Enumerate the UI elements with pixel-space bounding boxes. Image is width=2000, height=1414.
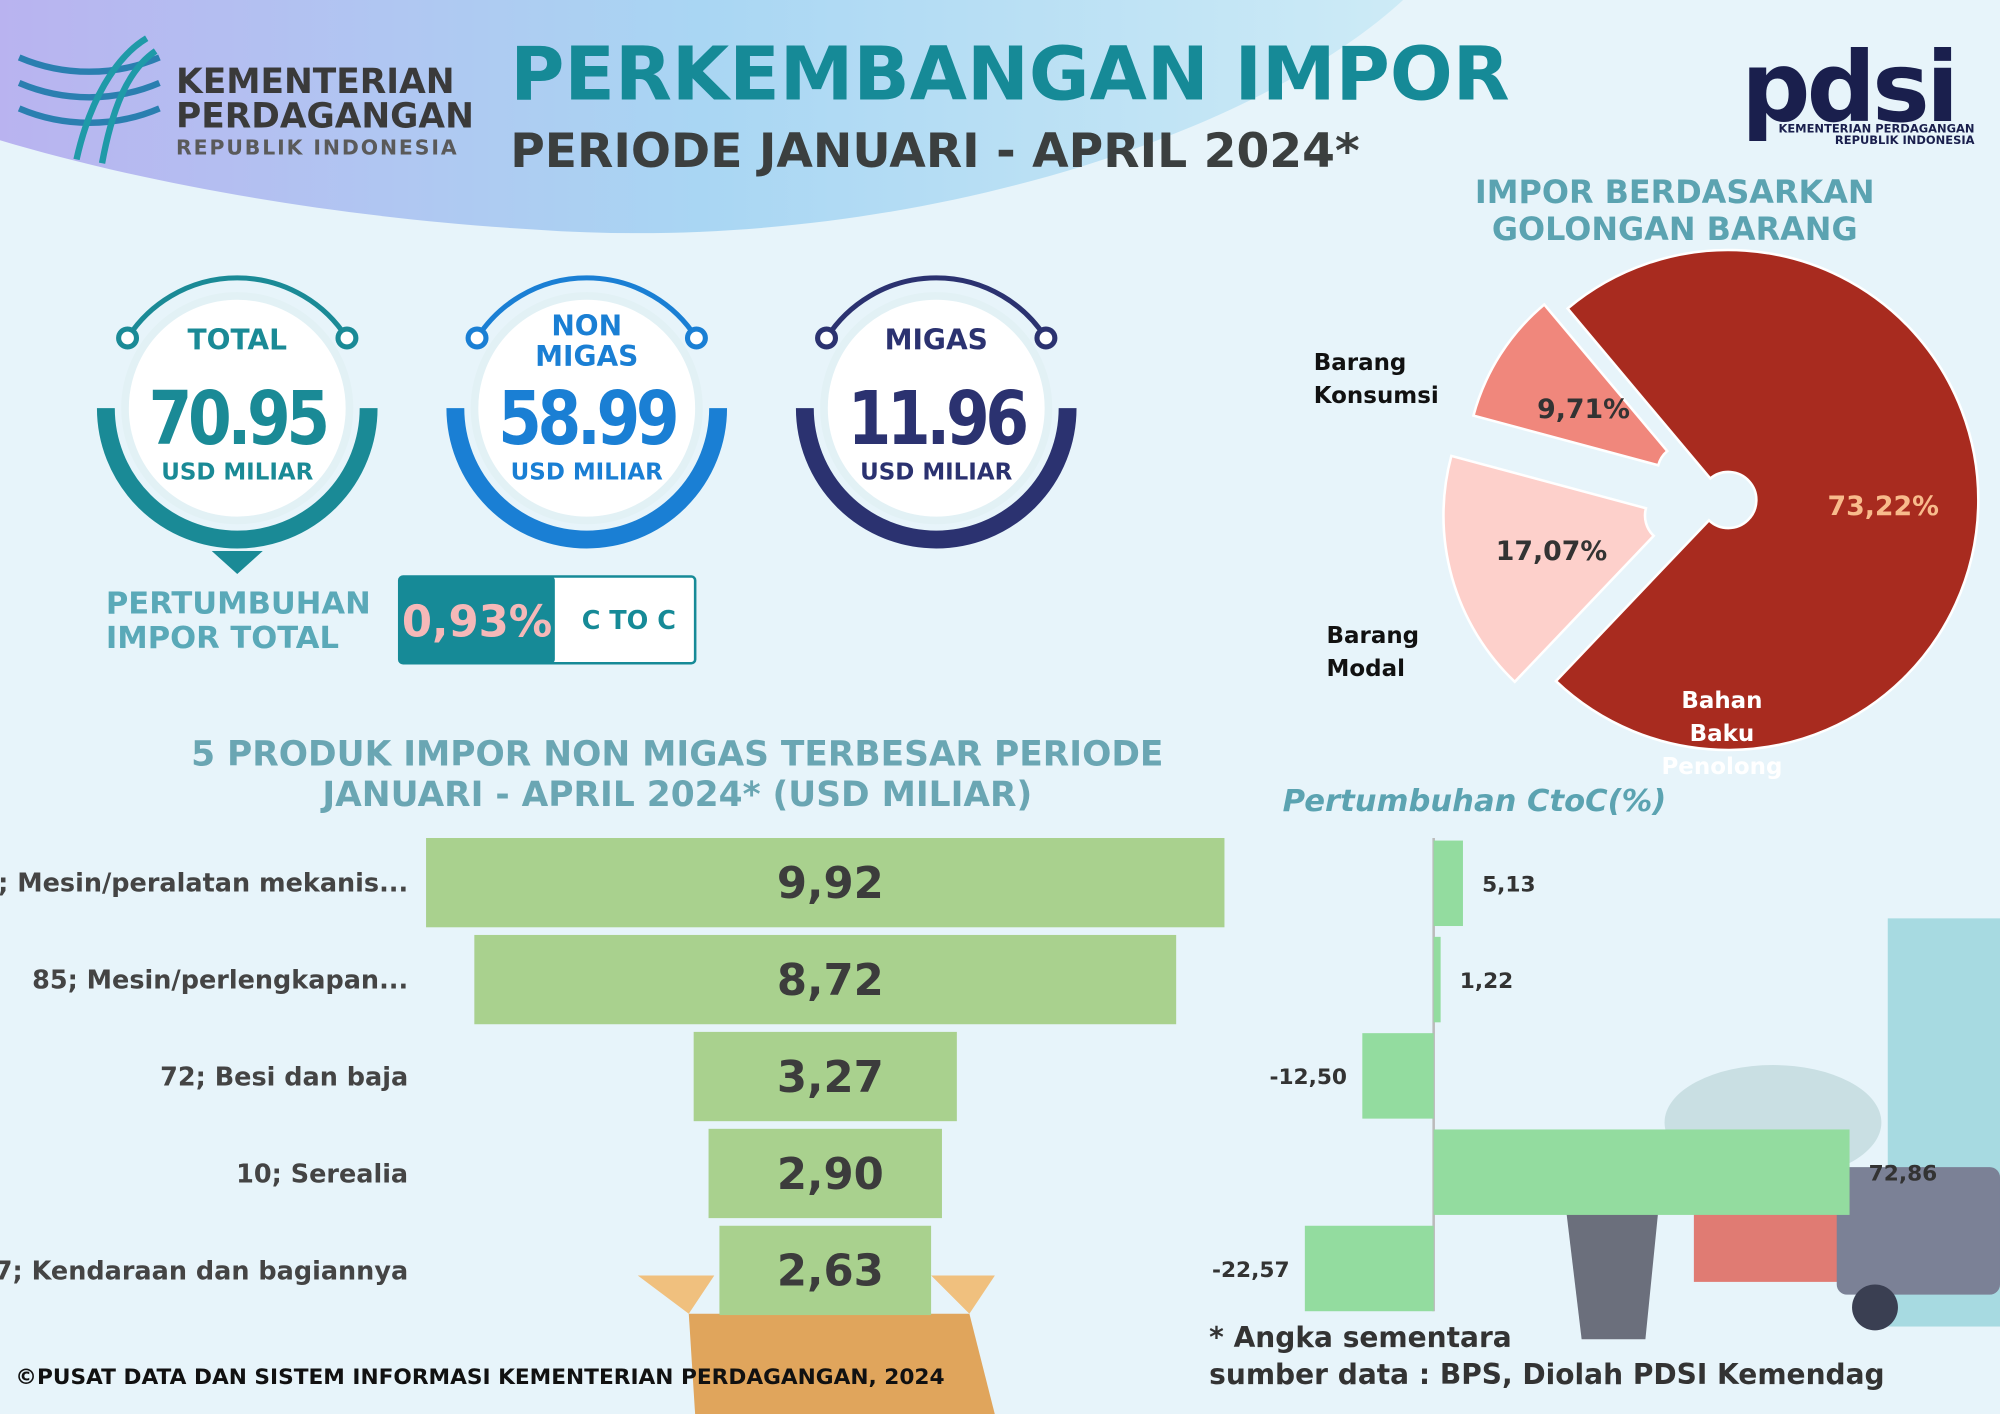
category-label: 72; Besi dan baja [160,1062,408,1092]
pie-slice [1554,248,1980,752]
kpi-ring [446,408,728,549]
subtitle: PERIODE JANUARI - APRIL 2024* [510,124,1359,179]
pie-category-label: Bahan Baku Penolong [1661,687,1783,781]
kpi-pointer [211,551,263,574]
growth-bar [1433,1129,1850,1215]
bar-value-label: -12,50 [1269,1065,1347,1090]
kpi-dot [116,326,140,350]
pie-category-label: Barang Konsumsi [1313,349,1439,410]
kpi-unit: USD MILIAR [860,460,1012,486]
growth-label: IMPOR TOTAL [106,621,339,656]
copyright: ©PUSAT DATA DAN SISTEM INFORMASI KEMENTE… [15,1365,944,1390]
kpi-label: MIGAS [535,340,638,373]
bar-value-label: 9,92 [777,859,884,909]
funnel-bar [474,934,1177,1025]
bar-value-label: 3,27 [777,1053,884,1103]
growth-value-box [399,576,555,664]
pdsi-sub: KEMENTERIAN PERDAGANGAN [1778,122,1974,136]
funnel-bar [693,1031,957,1122]
funnel-bar [426,838,1225,928]
chart-title: JANUARI - APRIL 2024* (USD MILIAR) [320,775,1032,815]
title: PERKEMBANGAN IMPOR [510,31,1509,117]
ministry-logo [17,35,161,164]
kpi-disc [820,292,1053,525]
chart-title: GOLONGAN BARANG [1492,210,1858,248]
growth-bar [1433,936,1441,1023]
funnel-bar [719,1225,932,1316]
kpi-ring [96,408,378,549]
chart-title: IMPOR BERDASARKAN [1475,173,1875,211]
kpi-label: NON [551,309,622,342]
growth-label: PERTUMBUHAN [106,587,371,622]
bar-value-label: -22,57 [1212,1258,1290,1283]
pie-slice [1442,454,1656,684]
category-label: 84; Mesin/peralatan mekanis... [0,869,408,899]
kpi-disc [470,292,703,525]
chart-title: 5 PRODUK IMPOR NON MIGAS TERBESAR PERIOD… [191,734,1163,774]
kpi-dot [465,326,489,350]
kpi-value: 11.96 [848,376,1027,462]
kpi-arc [474,275,699,340]
kpi-arc [824,275,1049,340]
footnote: * Angka sementara [1209,1321,1512,1354]
pie-value-label: 73,22% [1827,491,1938,522]
kpi-unit: USD MILIAR [511,460,663,486]
pie-value-label: 17,07% [1496,536,1607,567]
kpi-ring [795,408,1077,549]
bar-value-label: 2,63 [777,1247,884,1297]
growth-bar [1362,1033,1434,1119]
logo-text: REPUBLIK INDONESIA [176,135,459,159]
category-label: 10; Serealia [236,1159,408,1189]
bar-value-label: 2,90 [777,1150,884,1200]
bar-value-label: 72,86 [1869,1161,1938,1186]
kpi-unit: USD MILIAR [161,460,313,486]
category-label: 87; Kendaraan dan bagiannya [0,1256,408,1286]
logo-text: KEMENTERIAN [176,62,455,102]
kpi-label: TOTAL [187,323,287,356]
growth-bar [1433,840,1463,927]
category-label: 85; Mesin/perlengkapan... [32,966,408,996]
growth-basis: C TO C [582,606,676,636]
kpi-arc [125,275,350,340]
kpi-value: 70.95 [149,376,326,462]
pdsi-sub: REPUBLIK INDONESIA [1835,133,1975,147]
kpi-label: MIGAS [885,323,988,356]
logo-text: PERDAGANGAN [176,97,474,137]
pie-slice [1471,302,1670,467]
bar-value-label: 1,22 [1460,969,1513,994]
kpi-disc [121,292,354,525]
pdsi-logo: pdsi [1741,31,1955,144]
header-wave [0,0,1404,234]
bar-value-label: 5,13 [1482,873,1535,898]
kpi-dot [335,326,359,350]
kpi-dot [684,326,708,350]
funnel-bar [708,1128,942,1219]
kpi-dot [815,326,839,350]
growth-value: 0,93% [402,597,552,647]
pie-category-label: Barang Modal [1326,622,1420,683]
bar-value-label: 8,72 [777,956,884,1006]
kpi-value: 58.99 [498,376,676,462]
kpi-dot [1034,326,1058,350]
chart-title: Pertumbuhan CtoC(%) [1283,784,1667,819]
pie-value-label: 9,71% [1537,394,1630,425]
footnote: sumber data : BPS, Diolah PDSI Kemendag [1209,1358,1884,1391]
growth-bar [1304,1225,1434,1312]
